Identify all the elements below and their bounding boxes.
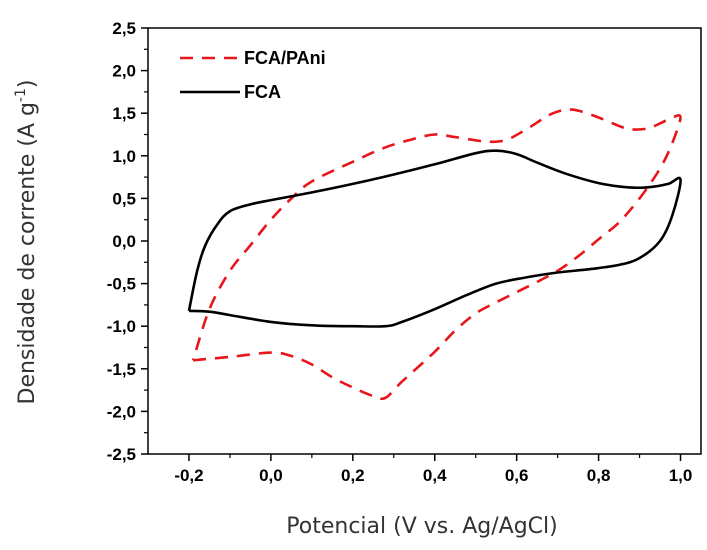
legend-label-fca: FCA [244,82,281,102]
y-tick-label: -2,0 [107,402,136,421]
legend-label-fca-pani: FCA/PAni [244,48,326,68]
y-tick-label: 0,5 [112,189,136,208]
y-tick-label: 2,5 [112,19,136,38]
series-layer [189,109,681,398]
axis-ticks: -2,5 -2,0 -1,5 -1,0 -0,5 0,0 0,5 1,0 1,5 2,0 2,5 -0… [107,19,693,485]
y-tick-label: 2,0 [112,62,136,81]
y-tick-label: -2,5 [107,445,136,464]
y-tick-label: 0,0 [112,232,136,251]
x-tick-label: 0,0 [259,466,283,485]
y-tick-label: -1,0 [107,317,136,336]
series-line-fca-pani [193,109,680,398]
legend: FCA/PAni FCA [180,48,326,102]
x-axis-title: Potencial (V vs. Ag/AgCl) [286,514,557,539]
y-tick-label: 1,0 [112,147,136,166]
x-tick-label: -0,2 [174,466,203,485]
y-tick-label: 1,5 [112,104,136,123]
x-tick-label: 0,6 [505,466,529,485]
x-tick-label: 1,0 [669,466,693,485]
x-tick-label: 0,8 [587,466,611,485]
y-tick-label: -0,5 [107,275,136,294]
x-tick-label: 0,4 [423,466,447,485]
y-axis-title-end: ) [15,80,40,89]
y-axis-title-main: Densidade de corrente (A g [15,102,40,404]
y-axis-title: Densidade de corrente (A g-1) [13,80,40,405]
series-line-fca [189,151,681,327]
y-tick-label: -1,5 [107,360,136,379]
y-axis-title-sup: -1 [13,88,29,102]
x-tick-label: 0,2 [341,466,365,485]
